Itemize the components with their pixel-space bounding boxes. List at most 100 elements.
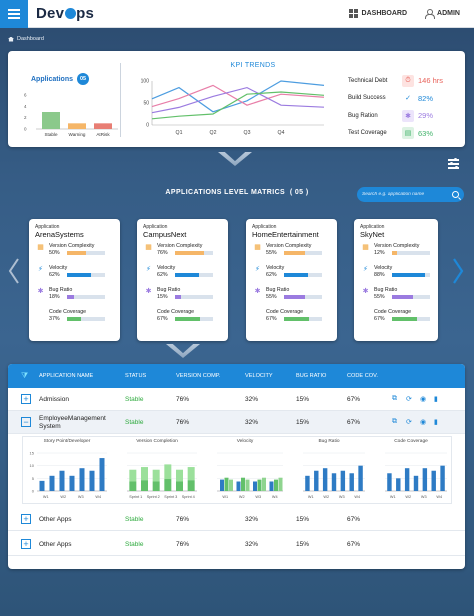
application-card[interactable]: Application SkyNet ▦ Version Complexity 12% ⚡… — [354, 219, 438, 341]
detail-bar — [358, 465, 363, 491]
application-metric: ⚡ Velocity 62% — [252, 265, 331, 287]
row-application-name[interactable]: EmployeeManagement System — [39, 415, 106, 431]
status-category-label: Stable — [44, 132, 57, 137]
application-metric-value: 67% — [374, 315, 385, 322]
header-version-comp[interactable]: VERSION COMP. — [176, 373, 221, 379]
collapse-cards-chevron-icon[interactable] — [166, 344, 200, 358]
application-metric-value: 67% — [266, 315, 277, 322]
bolt-icon: ⚡ — [255, 266, 260, 273]
detail-x-tick: W4 — [354, 495, 360, 499]
application-metric: Code Coverage 37% — [35, 309, 114, 331]
kpi-metrics-list: Technical Debt ⏱ 146 hrs Build Success ✓ 82% B… — [348, 72, 460, 142]
application-card[interactable]: Application HomeEntertainment ▦ Version Com… — [246, 219, 337, 341]
detail-chart-title: Code Coverage — [394, 439, 428, 444]
application-metric-bar-fill — [67, 294, 74, 299]
application-metric-value: 67% — [157, 315, 168, 322]
breadcrumb-current[interactable]: Dashboard — [17, 36, 44, 42]
expand-row-icon[interactable]: + — [21, 394, 31, 404]
application-card[interactable]: Application CampusNext ▦ Version Complexity… — [137, 219, 228, 341]
detail-chart-title: Bug Ratio — [318, 439, 340, 444]
filter-settings-icon[interactable] — [447, 157, 461, 171]
application-metric-bar — [392, 250, 430, 255]
refresh-icon[interactable]: ⟳ — [406, 396, 412, 403]
application-metric: ▦ Version Complexity 55% — [252, 243, 331, 265]
header-code-cov[interactable]: CODE COV. — [347, 373, 378, 379]
application-metric-value: 62% — [49, 271, 60, 278]
delete-icon[interactable]: ▮ — [434, 396, 438, 403]
detail-bar — [245, 479, 250, 491]
status-category-label: AtRisk — [96, 132, 110, 137]
app-logo[interactable]: Dev ps — [36, 5, 94, 22]
application-search[interactable] — [357, 187, 464, 202]
table-row[interactable]: + Other Apps Stable 76% 32% 15% 67% — [8, 508, 465, 531]
row-application-name[interactable]: Other Apps — [39, 516, 72, 523]
y-tick-label: 6 — [24, 93, 27, 98]
row-application-name[interactable]: Other Apps — [39, 541, 72, 548]
table-filter-icon[interactable]: ⧩ — [21, 371, 29, 380]
application-metric-label: Velocity — [49, 265, 68, 271]
nav-dashboard-label: DASHBOARD — [361, 10, 408, 17]
application-metric-bar — [392, 272, 430, 277]
row-name-text: EmployeeManagement — [39, 415, 106, 422]
expand-row-icon[interactable]: + — [21, 539, 31, 549]
nav-admin[interactable]: ADMIN — [425, 9, 460, 19]
carousel-prev-icon[interactable] — [8, 258, 20, 284]
detail-bar — [340, 470, 346, 491]
search-input[interactable] — [362, 192, 447, 197]
dashboard-icon — [348, 9, 358, 18]
detail-bar — [387, 473, 392, 491]
detail-bar — [69, 475, 75, 491]
row-bug-ratio: 15% — [296, 419, 310, 426]
application-metric-bar-fill — [392, 272, 426, 277]
header-velocity[interactable]: VELOCITY — [245, 373, 273, 379]
application-card[interactable]: Application ArenaSystems ▦ Version Complexi… — [29, 219, 120, 341]
detail-x-tick: W4 — [95, 495, 101, 499]
table-row[interactable]: + Admission Stable 76% 32% 15% 67% ⧉ ⟳ ◉ ▮ — [8, 388, 465, 411]
application-metric-label: Bug Ratio — [266, 287, 290, 293]
carousel-next-icon[interactable] — [452, 258, 464, 284]
open-external-icon[interactable]: ⧉ — [392, 395, 397, 402]
detail-x-tick: W3 — [339, 495, 345, 499]
check-icon: ✓ — [402, 92, 414, 105]
view-icon[interactable]: ◉ — [420, 419, 427, 426]
detail-bar — [141, 480, 148, 491]
application-metric-value: 88% — [374, 271, 385, 278]
row-application-name[interactable]: Admission — [39, 396, 69, 403]
application-metric-label: Code Coverage — [266, 309, 304, 315]
expand-row-icon[interactable]: + — [21, 514, 31, 524]
kpi-metric-label: Technical Debt — [348, 77, 388, 84]
collapse-kpi-chevron-icon[interactable] — [218, 152, 252, 166]
delete-icon[interactable]: ▮ — [434, 419, 438, 426]
row-name-text-line2: System — [39, 423, 61, 430]
application-metric-bar — [284, 294, 322, 299]
application-metric-bar-fill — [284, 294, 305, 299]
view-icon[interactable]: ◉ — [420, 396, 427, 403]
detail-bar — [253, 481, 257, 491]
nav-dashboard[interactable]: DASHBOARD — [348, 9, 408, 18]
application-metric-bar-fill — [67, 272, 91, 277]
row-status: Stable — [125, 541, 144, 548]
home-icon[interactable] — [8, 36, 14, 42]
kpi-y-tick: 50 — [143, 101, 149, 107]
hamburger-menu-icon[interactable] — [0, 0, 28, 28]
kpi-summary-card: Applications 05 6 4 2 0 Stable Warning AtRisk … — [8, 51, 465, 147]
search-icon[interactable] — [452, 191, 459, 198]
application-metric-bar-fill — [284, 250, 305, 255]
application-card-name: CampusNext — [143, 230, 187, 239]
detail-bar — [59, 470, 65, 491]
application-metric-bar — [175, 250, 213, 255]
kpi-metric-value: 63% — [418, 128, 434, 138]
table-row[interactable]: − EmployeeManagement System Stable 76% 32% 15%… — [8, 411, 465, 434]
table-row[interactable]: + Other Apps Stable 76% 32% 15% 67% — [8, 533, 465, 556]
application-metric-value: 12% — [374, 249, 385, 256]
application-metric: ✱ Bug Ratio 55% — [360, 287, 432, 309]
header-bug-ratio[interactable]: BUG RATIO — [296, 373, 327, 379]
header-application-name[interactable]: APPLICATION NAME — [39, 373, 94, 379]
header-status[interactable]: STATUS — [125, 373, 147, 379]
detail-bar — [413, 475, 419, 491]
collapse-row-icon[interactable]: − — [21, 417, 31, 427]
open-external-icon[interactable]: ⧉ — [392, 418, 397, 425]
application-metric-label: Code Coverage — [157, 309, 195, 315]
application-metric: ✱ Bug Ratio 15% — [143, 287, 222, 309]
refresh-icon[interactable]: ⟳ — [406, 419, 412, 426]
